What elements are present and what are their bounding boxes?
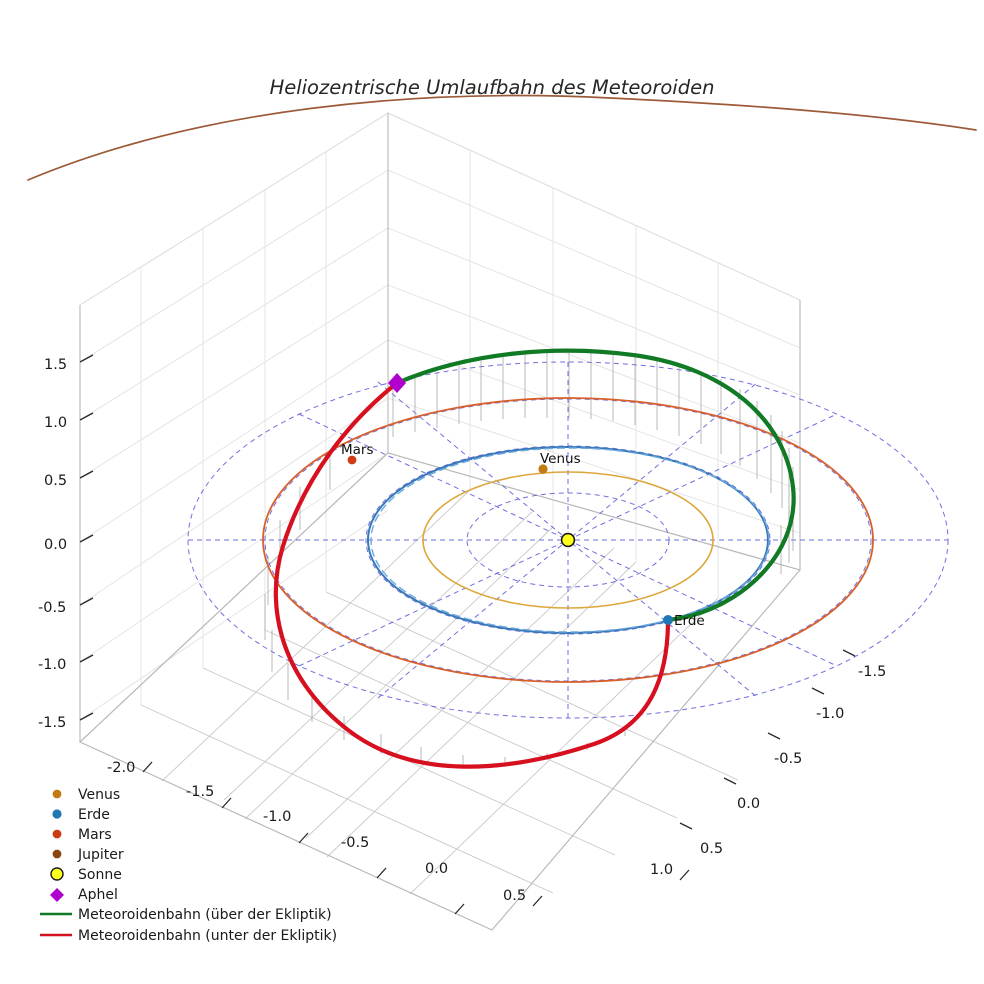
polar-grid xyxy=(187,361,949,719)
legend-label-aphel: Aphel xyxy=(78,887,118,903)
meteoroid-orbit-below xyxy=(273,380,671,769)
y-tick-3: 0.0 xyxy=(737,796,760,812)
mars-marker xyxy=(347,455,357,465)
jupiter-orbit xyxy=(27,94,977,181)
y-axis-ticks: -1.5 -1.0 -0.5 0.0 0.5 xyxy=(679,649,886,857)
legend-item-erde[interactable]: Erde xyxy=(52,807,110,823)
legend-item-meteoroid-above[interactable]: Meteoroidenbahn (über der Ekliptik) xyxy=(40,907,332,923)
erde-orbit-projection xyxy=(370,447,770,633)
legend-item-sonne[interactable]: Sonne xyxy=(50,867,122,883)
sonne-marker xyxy=(560,532,576,548)
x-tick-6: 1.0 xyxy=(650,862,673,878)
z-tick-2: 0.5 xyxy=(44,473,67,489)
legend-label-jupiter: Jupiter xyxy=(77,847,124,863)
z-tick-3: 0.0 xyxy=(44,537,67,553)
meteoroid-orbit-above xyxy=(394,348,796,623)
venus-marker xyxy=(538,464,548,474)
x-tick-0: -2.0 xyxy=(107,760,135,776)
celestial-bodies: Mars Venus Erde xyxy=(341,373,705,629)
legend-label-sonne: Sonne xyxy=(78,867,122,883)
x-axis-ticks: -2.0 -1.5 -1.0 -0.5 0.0 0.5 1.0 xyxy=(107,760,690,915)
legend-label-mars: Mars xyxy=(78,827,112,843)
z-tick-6: -1.5 xyxy=(38,715,66,731)
legend-item-mars[interactable]: Mars xyxy=(52,827,112,843)
erde-orbit xyxy=(367,446,769,634)
jupiter-dot-icon xyxy=(52,849,62,859)
erde-label: Erde xyxy=(674,613,705,629)
mars-orbit xyxy=(262,397,874,683)
x-tick-2: -1.0 xyxy=(263,809,291,825)
legend-item-venus[interactable]: Venus xyxy=(52,787,121,803)
y-tick-1: -1.0 xyxy=(816,706,844,722)
venus-dot-icon xyxy=(52,789,62,799)
z-tick-5: -1.0 xyxy=(38,657,66,673)
legend-label-erde: Erde xyxy=(78,807,110,823)
x-tick-5: 0.5 xyxy=(503,888,526,904)
page-title: Heliozentrische Umlaufbahn des Meteoroid… xyxy=(270,76,715,99)
y-tick-4: 0.5 xyxy=(700,841,723,857)
mars-label: Mars xyxy=(341,442,374,458)
y-tick-0: -1.5 xyxy=(858,664,886,680)
aphel-diamond-icon xyxy=(50,888,64,902)
legend: Venus Erde Mars Jupiter Sonne Aphel Mete… xyxy=(40,787,337,944)
x-tick-3: -0.5 xyxy=(341,835,369,851)
legend-item-jupiter[interactable]: Jupiter xyxy=(52,847,124,863)
z-tick-4: -0.5 xyxy=(38,600,66,616)
x-tick-1: -1.5 xyxy=(186,784,214,800)
z-tick-1: 1.0 xyxy=(44,415,67,431)
y-tick-2: -0.5 xyxy=(774,751,802,767)
sonne-dot-icon xyxy=(50,867,64,881)
venus-label: Venus xyxy=(540,451,581,467)
legend-item-aphel[interactable]: Aphel xyxy=(50,887,118,903)
z-axis-ticks: 1.5 1.0 0.5 0.0 -0.5 -1.0 -1.5 xyxy=(38,354,94,731)
legend-item-meteoroid-below[interactable]: Meteoroidenbahn (unter der Ekliptik) xyxy=(40,928,337,944)
legend-label-venus: Venus xyxy=(78,787,120,803)
planet-orbits xyxy=(262,397,874,683)
mars-dot-icon xyxy=(52,829,62,839)
legend-label-meteoroid-below: Meteoroidenbahn (unter der Ekliptik) xyxy=(78,928,337,944)
erde-marker xyxy=(663,615,673,625)
erde-dot-icon xyxy=(52,809,62,819)
venus-orbit xyxy=(422,471,714,609)
axes-outline xyxy=(79,113,801,931)
aphel-marker xyxy=(388,373,406,393)
z-tick-0: 1.5 xyxy=(44,357,67,373)
x-tick-4: 0.0 xyxy=(425,861,448,877)
legend-label-meteoroid-above: Meteoroidenbahn (über der Ekliptik) xyxy=(78,907,332,923)
